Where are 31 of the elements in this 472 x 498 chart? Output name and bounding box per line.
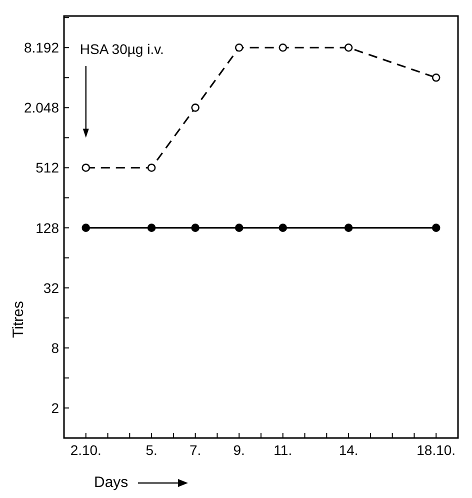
point	[147, 164, 156, 172]
point	[278, 43, 288, 52]
x-tick-label: 14.	[338, 442, 358, 458]
point	[234, 224, 244, 232]
x-tick-label: 18.10.	[416, 442, 456, 458]
y-tick-label: 32	[43, 280, 60, 296]
point	[191, 104, 200, 112]
x-tick-label: 2.10.	[70, 442, 102, 458]
point	[191, 224, 200, 232]
point	[344, 43, 353, 52]
y-tick-label: 8	[51, 340, 60, 356]
point	[432, 224, 440, 232]
x-tick-label: 9.	[233, 442, 245, 458]
y-tick-label: 512	[36, 160, 60, 176]
y-tick-label: 8.192	[24, 40, 60, 56]
point	[344, 224, 353, 232]
y-tick-label: 128	[36, 220, 60, 236]
x-axis-title: Days	[94, 474, 128, 491]
point	[234, 43, 244, 52]
point	[82, 224, 90, 232]
x-tick-label: 5.	[146, 442, 158, 458]
x-tick-label: 11.	[274, 442, 292, 458]
x-tick-label: 7.	[189, 442, 202, 458]
point	[147, 224, 156, 232]
annotation: HSA 30µg i.v.	[80, 41, 164, 57]
point	[432, 74, 440, 82]
point	[278, 224, 288, 232]
y-tick-label: 2	[51, 400, 60, 416]
point	[82, 164, 90, 172]
y-tick-label: 2.048	[24, 100, 60, 116]
y-axis-title: Titres	[10, 301, 27, 338]
